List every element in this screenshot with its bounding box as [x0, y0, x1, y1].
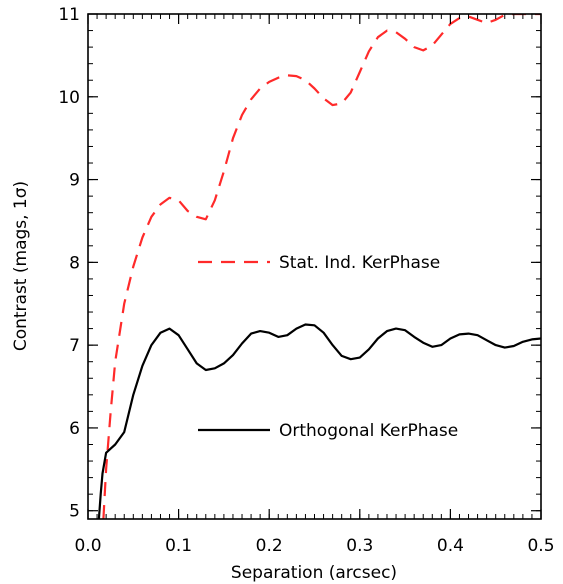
y-tick-label: 8 [69, 253, 80, 273]
legend-label-1: Orthogonal KerPhase [279, 421, 458, 441]
y-tick-label: 5 [69, 502, 80, 522]
x-axis-title: Separation (arcsec) [231, 563, 397, 583]
legend-label-0: Stat. Ind. KerPhase [279, 253, 440, 273]
y-tick-label: 7 [69, 336, 80, 356]
series-line-1 [97, 323, 541, 519]
x-tick-label: 0.0 [74, 536, 101, 556]
y-tick-label: 6 [69, 419, 80, 439]
x-tick-label: 0.2 [256, 536, 283, 556]
series-layer [97, 14, 541, 519]
tick-layer [87, 13, 542, 519]
y-tick-label: 9 [69, 171, 80, 191]
legend: Stat. Ind. KerPhase Orthogonal KerPhase [198, 253, 458, 441]
series-line-0 [102, 14, 541, 519]
y-axis-title: Contrast (mags, 1σ) [11, 181, 31, 351]
x-tick-label: 0.4 [437, 536, 464, 556]
x-tick-label: 0.1 [165, 536, 192, 556]
y-tick-label: 11 [58, 5, 80, 25]
y-tick-label: 10 [58, 88, 80, 108]
x-tick-label: 0.5 [527, 536, 554, 556]
x-tick-label: 0.3 [346, 536, 373, 556]
tick-label-layer: 0.0 0.1 0.2 0.3 0.4 0.5 5 6 7 8 9 10 11 [58, 5, 554, 556]
